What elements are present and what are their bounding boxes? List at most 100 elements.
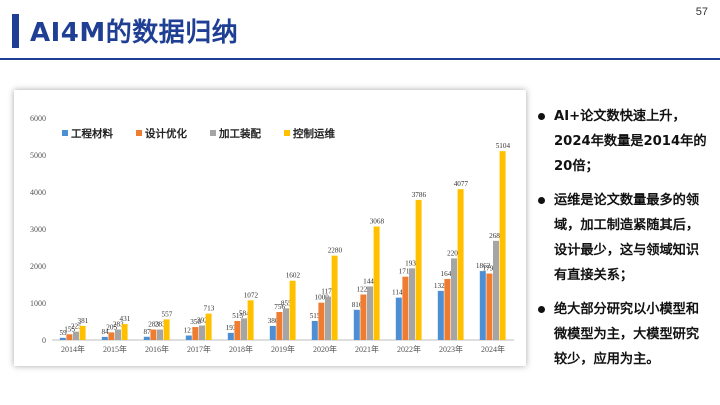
bar-3 (289, 280, 296, 340)
data-label: 3786 (412, 191, 427, 199)
x-tick-label: 2022年 (397, 344, 421, 354)
x-tick-label: 2017年 (187, 344, 211, 354)
data-label: 193 (226, 324, 237, 332)
bar-3 (499, 151, 506, 340)
data-label: 816 (352, 301, 363, 309)
bar-2 (157, 329, 163, 340)
data-label: 1229 (357, 286, 372, 294)
bar-3 (79, 325, 86, 340)
bar-2 (73, 331, 79, 340)
bar-3 (121, 324, 128, 340)
data-label: 1327 (434, 282, 449, 290)
bar-2 (325, 296, 331, 340)
data-label: 121 (184, 327, 195, 335)
bullet-icon (538, 113, 545, 120)
data-label: 1072 (244, 291, 259, 299)
note-text: AI+论文数快速上升，2024年数量是2014年的20倍； (554, 109, 707, 174)
bar-2 (241, 318, 247, 340)
note-item: AI+论文数快速上升，2024年数量是2014年的20倍； (536, 104, 708, 179)
bar-1 (234, 320, 241, 340)
bar-0 (437, 290, 444, 340)
legend-label: 设计优化 (145, 127, 187, 140)
y-tick-label: 2000 (30, 262, 46, 271)
bar-1 (276, 312, 283, 340)
bullet-icon (538, 306, 545, 313)
legend-swatch (210, 130, 216, 136)
data-label: 283 (155, 321, 166, 329)
notes-list: AI+论文数快速上升，2024年数量是2014年的20倍； 运维是论文数量最多的… (536, 104, 708, 381)
data-label: 1649 (441, 270, 456, 278)
data-label: 380 (268, 317, 279, 325)
data-label: 1448 (363, 277, 378, 285)
data-label: 515 (232, 312, 243, 320)
bar-0 (59, 337, 66, 340)
bar-0 (395, 297, 402, 340)
chart-panel: 0 1000 2000 3000 4000 5000 6000 59 155 225 381 2014… (14, 90, 526, 366)
data-label: 1937 (405, 259, 420, 267)
page-title: AI4M的数据归纳 (30, 18, 239, 48)
x-tick-label: 2019年 (271, 344, 295, 354)
y-tick-label: 4000 (30, 188, 46, 197)
data-label: 1602 (286, 272, 301, 280)
data-label: 3068 (370, 217, 385, 225)
bar-1 (486, 273, 493, 340)
bullet-icon (538, 197, 545, 204)
note-item: 运维是论文数量最多的领域，加工制造紧随其后，设计最少，这与领域知识有直接关系； (536, 188, 708, 288)
y-tick-label: 5000 (30, 151, 46, 160)
bar-2 (283, 308, 289, 340)
data-label: 392 (197, 316, 208, 324)
data-label: 1009 (315, 294, 330, 302)
note-item: 绝大部分研究以小模型和微模型为主，大模型研究较少，应用为主。 (536, 297, 708, 372)
page-number: 57 (695, 6, 708, 18)
data-label: 283 (113, 321, 124, 329)
legend-label: 工程材料 (71, 127, 113, 140)
y-tick-label: 3000 (30, 225, 46, 234)
bar-3 (247, 300, 254, 340)
x-tick-label: 2018年 (229, 344, 253, 354)
title-accent-bar (12, 14, 19, 48)
data-label: 1172 (321, 288, 336, 296)
x-tick-label: 2015年 (103, 344, 127, 354)
data-label: 2280 (328, 247, 343, 255)
data-label: 5104 (496, 142, 511, 150)
data-label: 4077 (454, 180, 469, 188)
bar-2 (409, 268, 415, 340)
y-tick-label: 6000 (30, 114, 46, 123)
data-label: 155 (64, 325, 75, 333)
bar-1 (402, 276, 409, 340)
x-tick-label: 2014年 (61, 344, 85, 354)
data-label: 584 (239, 309, 250, 317)
data-label: 381 (78, 317, 89, 325)
x-tick-label: 2020年 (313, 344, 337, 354)
bar-3 (457, 189, 464, 340)
bar-3 (415, 199, 422, 340)
data-label: 225 (71, 323, 82, 331)
data-label: 756 (274, 303, 285, 311)
bar-0 (143, 336, 150, 340)
bar-1 (108, 332, 115, 340)
bar-3 (331, 255, 338, 340)
legend-swatch (136, 130, 142, 136)
data-label: 557 (162, 310, 173, 318)
legend-swatch (62, 130, 68, 136)
bar-2 (451, 258, 457, 340)
x-tick-label: 2021年 (355, 344, 379, 354)
data-label: 515 (310, 312, 321, 320)
bar-1 (150, 329, 157, 340)
y-tick-label: 0 (42, 336, 46, 345)
x-tick-label: 2016年 (145, 344, 169, 354)
bar-2 (115, 329, 121, 340)
x-tick-label: 2023年 (439, 344, 463, 354)
bar-3 (205, 313, 212, 340)
bar-0 (101, 336, 108, 340)
bar-2 (367, 286, 373, 340)
data-label: 283 (148, 321, 159, 329)
data-label: 2206 (447, 249, 462, 257)
data-label: 855 (281, 299, 292, 307)
bar-0 (227, 332, 234, 340)
bar-0 (479, 271, 486, 340)
data-label: 431 (120, 315, 131, 323)
data-label: 205 (106, 323, 117, 331)
bar-1 (318, 302, 325, 340)
